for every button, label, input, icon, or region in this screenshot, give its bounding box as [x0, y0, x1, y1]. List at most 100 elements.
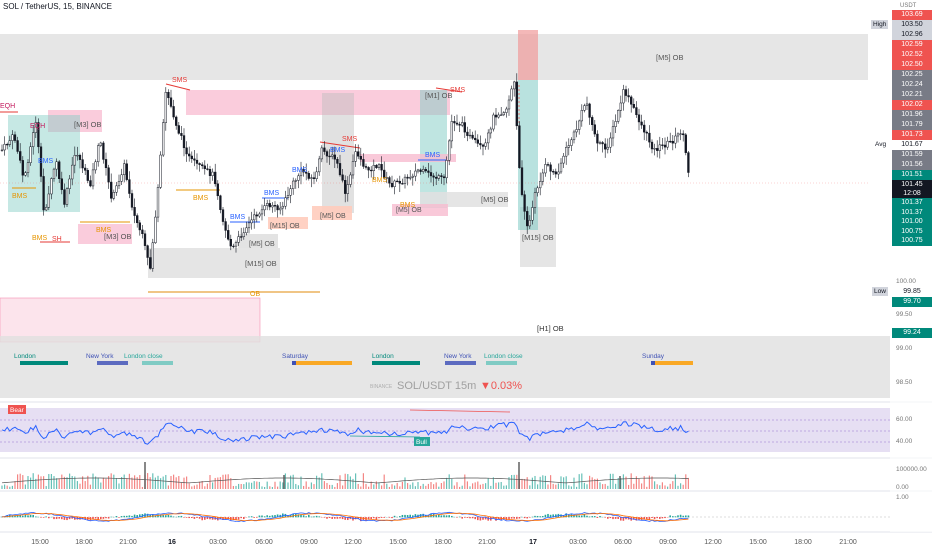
macd-bar	[635, 517, 638, 521]
volume-bar	[105, 478, 107, 489]
volume-bar	[615, 483, 617, 489]
macd-bar	[414, 514, 417, 518]
candle-body	[398, 180, 401, 184]
candle-body	[94, 161, 97, 171]
low-tag: Low	[872, 287, 888, 296]
session-newyork-2: New York	[444, 353, 472, 360]
price-label-low: 99.85	[903, 288, 921, 295]
candle-body	[336, 158, 339, 164]
candle-body	[455, 122, 459, 125]
volume-bar	[139, 475, 141, 489]
candle-body	[390, 182, 394, 187]
macd-bar	[448, 515, 450, 518]
volume-bar	[555, 484, 557, 489]
candle-body	[513, 81, 516, 90]
time-label: 21:00	[839, 539, 857, 546]
candle-body	[276, 205, 279, 211]
volume-bar	[586, 484, 588, 489]
candle-body	[99, 142, 102, 146]
macd-bar	[250, 516, 253, 518]
macd-bar	[391, 517, 393, 519]
candle-body	[552, 171, 555, 173]
candle-body	[180, 133, 183, 136]
sms-line-1	[165, 83, 191, 91]
macd-bar	[344, 517, 346, 520]
volume-bar	[292, 474, 294, 489]
candle-body	[8, 140, 11, 145]
candle-body	[130, 193, 134, 208]
time-label: 06:00	[255, 539, 273, 546]
candle-body	[146, 245, 149, 258]
macd-bar	[240, 517, 242, 519]
macd-level-one: 1.00	[896, 494, 909, 501]
candle-body	[520, 167, 524, 195]
volume-bar	[40, 476, 42, 489]
candle-body	[271, 205, 274, 208]
volume-bar	[248, 482, 250, 489]
bms-label-12: BMS	[425, 152, 441, 159]
volume-bar	[404, 477, 406, 489]
candle-body	[593, 124, 596, 135]
volume-bar	[212, 482, 214, 489]
volume-bar	[537, 484, 539, 489]
candle-body	[546, 164, 550, 166]
macd-bar	[625, 517, 627, 520]
volume-bar	[238, 483, 240, 489]
candle-body	[104, 159, 108, 169]
macd-bar	[544, 514, 547, 518]
ob-label-m15-mid: [M15] OB	[270, 223, 300, 230]
volume-bar	[56, 478, 58, 489]
volume-bar	[659, 485, 661, 489]
watermark-change: ▼0.03%	[480, 380, 522, 392]
candle-body	[567, 145, 570, 148]
volume-bar	[53, 476, 55, 489]
candle-body	[630, 96, 633, 105]
bms-label-2: BMS	[32, 235, 48, 242]
macd-bar	[539, 516, 541, 518]
bms-label-7: BMS	[264, 190, 280, 197]
macd-bar	[409, 514, 411, 518]
macd-bar	[458, 516, 461, 518]
price-label: 102.52	[892, 50, 932, 60]
candle-body	[598, 142, 602, 144]
volume-bar	[269, 486, 271, 489]
volume-bar	[308, 486, 310, 489]
candle-body	[0, 149, 4, 151]
macd-bar	[222, 517, 224, 520]
volume-bar	[685, 474, 687, 489]
volume-bar	[225, 474, 227, 489]
macd-bar	[66, 517, 68, 521]
candle-body	[578, 120, 581, 130]
volume-bar	[464, 474, 466, 489]
candle-body	[393, 180, 396, 187]
volume-bar	[243, 484, 245, 489]
candle-body	[128, 179, 131, 194]
candle-body	[318, 158, 321, 173]
candle-body	[97, 145, 100, 163]
volume-bar	[339, 475, 341, 489]
rsi-div-line-bull	[349, 435, 421, 438]
macd-bar	[466, 517, 469, 518]
macd-bar	[269, 515, 271, 518]
volume-bar	[401, 481, 403, 489]
volume-bar	[500, 481, 502, 489]
price-label: 101.73	[892, 130, 932, 140]
volume-bar	[524, 478, 526, 489]
macd-bar	[334, 517, 336, 519]
symbol-title[interactable]: SOL / TetherUS, 15, BINANCE	[3, 2, 112, 11]
macd-bar	[58, 517, 60, 519]
macd-level-zero: 0.00	[896, 484, 909, 491]
price-label: 100.75	[892, 226, 932, 236]
candle-body	[193, 158, 196, 161]
candle-body	[310, 177, 313, 179]
candle-body	[253, 214, 256, 221]
candle-body	[120, 174, 123, 182]
macd-bar	[287, 515, 289, 518]
macd-bar	[547, 513, 549, 518]
volume-bar	[199, 481, 201, 489]
ob-zone-h1	[0, 336, 890, 398]
volume-bar	[214, 477, 216, 489]
macd-bar	[461, 517, 463, 519]
ob-zone-pink-m3	[48, 110, 102, 132]
